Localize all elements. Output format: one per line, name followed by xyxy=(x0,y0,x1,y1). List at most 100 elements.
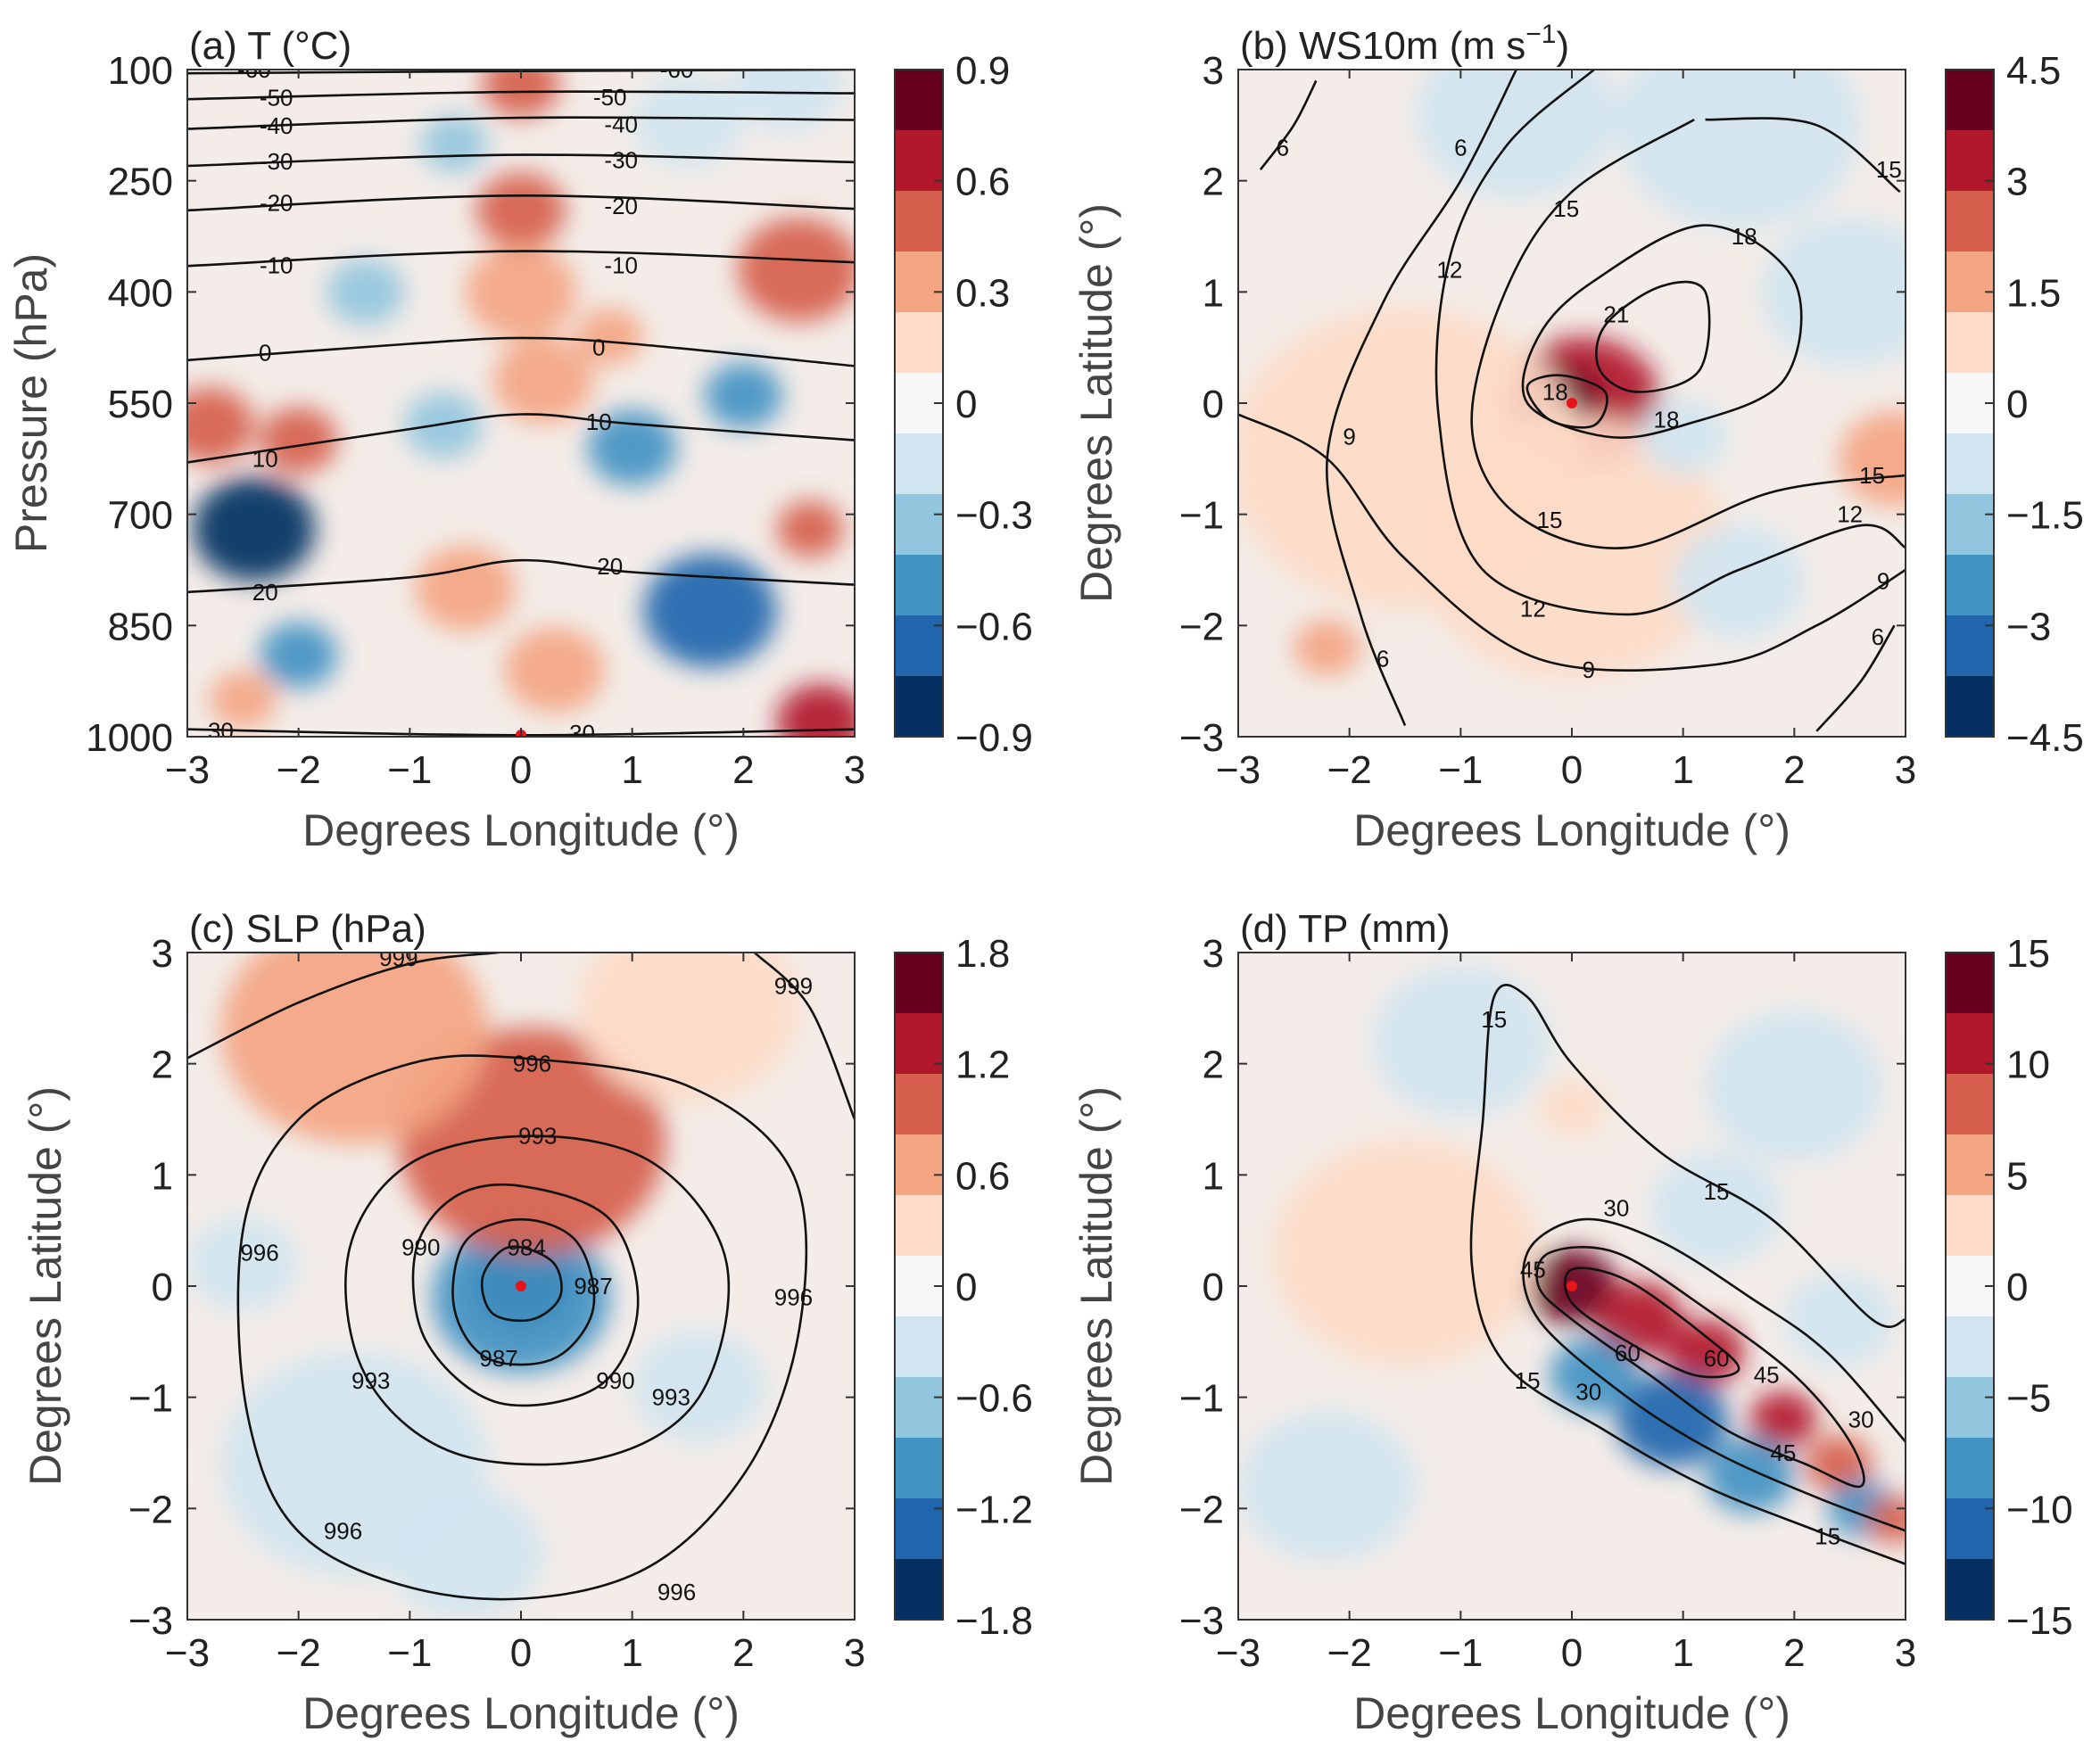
contour-label: 15 xyxy=(1815,1523,1840,1550)
colorbar-tick-label: 0.9 xyxy=(955,49,1010,93)
x-tick-label: 1 xyxy=(1672,1631,1693,1675)
contour-label: 996 xyxy=(324,1517,362,1544)
y-tick-label: 100 xyxy=(108,49,173,93)
colorbar-tick-label: −10 xyxy=(2006,1488,2073,1531)
contour-label: -20 xyxy=(604,193,638,219)
contour-label: 18 xyxy=(1542,379,1568,406)
shading-blob xyxy=(466,244,577,339)
x-tick-label: −2 xyxy=(277,748,321,792)
y-axis-label: Pressure (hPa) xyxy=(6,253,56,553)
contour-label: 990 xyxy=(401,1233,440,1260)
x-tick-label: 2 xyxy=(1783,1631,1805,1675)
contour-label: -50 xyxy=(260,85,294,111)
contour-label: -10 xyxy=(260,252,294,278)
y-tick-label: −1 xyxy=(1179,1377,1224,1421)
y-tick-label: 0 xyxy=(1203,1266,1224,1309)
storm-center-marker xyxy=(516,1281,526,1291)
contour-label: 6 xyxy=(1377,646,1389,672)
contour-label: 20 xyxy=(597,553,623,580)
shading-blob xyxy=(1238,1411,1416,1563)
colorbar-bin xyxy=(1946,252,1994,313)
x-tick-label: 3 xyxy=(844,1631,865,1675)
colorbar-bin xyxy=(1946,312,1994,374)
colorbar-tick-label: −4.5 xyxy=(2006,716,2084,760)
colorbar-tick-label: −1.5 xyxy=(2006,494,2084,538)
contour-label: 996 xyxy=(657,1579,696,1605)
contour-label: -50 xyxy=(593,84,627,111)
colorbar-bin xyxy=(1946,1013,1994,1075)
contour-label: 45 xyxy=(1770,1439,1796,1466)
colorbar-bin xyxy=(895,555,943,616)
shading-blob xyxy=(1672,524,1806,638)
y-tick-label: 850 xyxy=(108,605,173,648)
contour-label: 6 xyxy=(1872,623,1884,650)
contour-label: 10 xyxy=(252,445,278,472)
colorbar-tick-label: 0.6 xyxy=(955,161,1010,204)
colorbar-bin xyxy=(1946,676,1994,738)
contour-label: 993 xyxy=(652,1384,690,1411)
shading-blob xyxy=(777,501,844,558)
x-tick-label: −1 xyxy=(387,748,432,792)
contour-label: -10 xyxy=(604,252,638,278)
y-tick-label: 0 xyxy=(152,1266,173,1309)
colorbar-tick-label: 0 xyxy=(2006,383,2028,426)
shading-blob xyxy=(705,363,782,429)
contour-label: 30 xyxy=(1575,1378,1601,1405)
y-tick-label: 700 xyxy=(108,494,173,538)
shading-blob xyxy=(476,173,566,249)
panel-title: (b) WS10m (m s−1) xyxy=(1240,20,1569,68)
shading-blob xyxy=(493,338,593,423)
contour-label: 20 xyxy=(252,579,278,606)
contour-label: 15 xyxy=(1704,1178,1730,1205)
colorbar-bin xyxy=(1946,70,1994,131)
contour-label: 996 xyxy=(513,1051,551,1077)
contour-label: 15 xyxy=(1481,1006,1507,1033)
colorbar-tick-label: −5 xyxy=(2006,1377,2051,1421)
colorbar-tick-label: 0 xyxy=(955,1266,977,1309)
colorbar-bin xyxy=(895,494,943,556)
colorbar-bin xyxy=(1946,555,1994,616)
shading-blob xyxy=(404,392,482,458)
colorbar-bin xyxy=(1946,1559,1994,1621)
colorbar-bin xyxy=(1946,130,1994,192)
colorbar-bin xyxy=(1946,1134,1994,1196)
colorbar-tick-label: −0.6 xyxy=(955,605,1033,648)
shading-blob xyxy=(416,546,516,631)
colorbar-tick-label: 0.6 xyxy=(955,1154,1010,1198)
contour-label: 996 xyxy=(774,1283,813,1310)
colorbar-bin xyxy=(895,1013,943,1075)
y-tick-label: −1 xyxy=(1179,494,1224,538)
colorbar-bin xyxy=(895,1134,943,1196)
panel-title: (d) TP (mm) xyxy=(1240,907,1450,951)
shading-blob xyxy=(421,115,488,172)
contour-label: -40 xyxy=(604,111,638,138)
y-tick-label: 1 xyxy=(1203,271,1224,315)
colorbar-bin xyxy=(895,1559,943,1621)
storm-center-marker xyxy=(1567,398,1577,408)
colorbar-tick-label: 3 xyxy=(2006,161,2028,204)
contour-label: 9 xyxy=(1877,567,1889,594)
colorbar-tick-label: 10 xyxy=(2006,1043,2050,1087)
contour-label: 60 xyxy=(1704,1345,1730,1372)
y-axis-label: Degrees Latitude (°) xyxy=(21,1086,70,1486)
colorbar-bin xyxy=(1946,1377,1994,1439)
x-tick-label: 3 xyxy=(1895,1631,1916,1675)
shading-blob xyxy=(1539,1080,1606,1137)
colorbar-bin xyxy=(895,1195,943,1257)
x-axis-label: Degrees Longitude (°) xyxy=(302,1688,740,1738)
y-tick-label: 400 xyxy=(108,271,173,315)
colorbar-bin xyxy=(1946,615,1994,677)
y-tick-label: 2 xyxy=(1203,1043,1224,1087)
contour-label: 993 xyxy=(351,1367,390,1394)
contour-label: 18 xyxy=(1732,223,1757,250)
contour-label: 6 xyxy=(1277,134,1289,161)
figure: -60 -60-50 -50-40 -40-30 -30-20 -20-10 -100 010… xyxy=(0,0,2100,1757)
contour-label: 12 xyxy=(1436,256,1462,283)
contour-label: 999 xyxy=(774,972,813,999)
contour-label: -20 xyxy=(260,190,294,217)
contour-label: 15 xyxy=(1537,507,1563,533)
colorbar-bin xyxy=(895,615,943,677)
colorbar-bin xyxy=(1946,1316,1994,1378)
colorbar-tick-label: 1.5 xyxy=(2006,271,2061,315)
colorbar-tick-label: 4.5 xyxy=(2006,49,2061,93)
